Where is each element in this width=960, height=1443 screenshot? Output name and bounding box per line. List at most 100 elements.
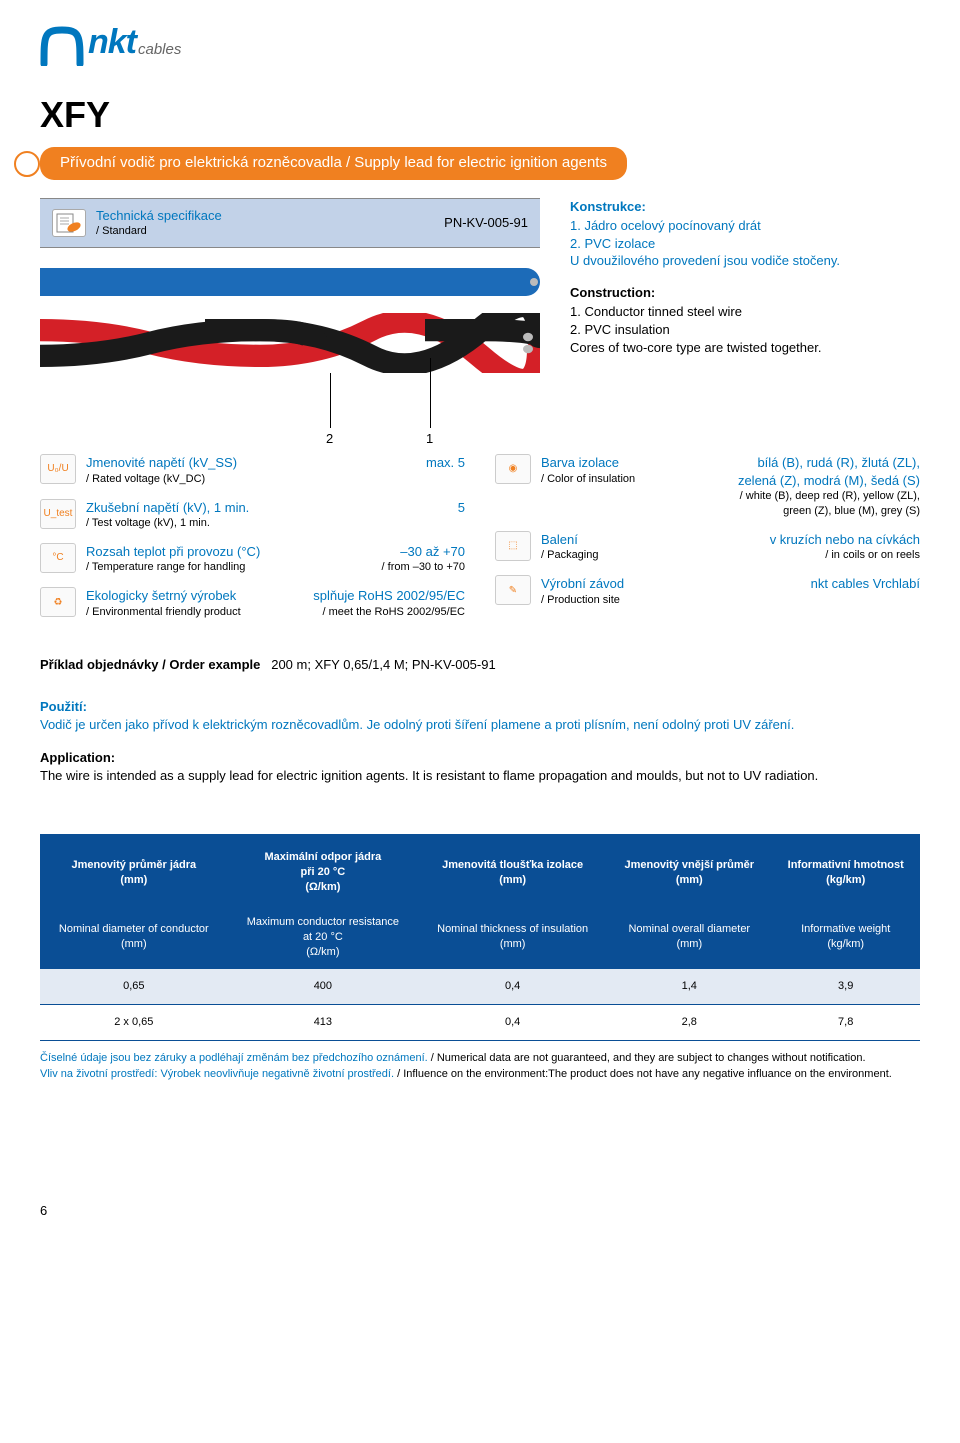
property-label-cz: Jmenovité napětí (kV_SS) [86,454,265,472]
property-row: ◉Barva izolace/ Color of insulationbílá … [495,448,920,525]
document-icon [52,209,86,237]
constr-title-en: Construction: [570,284,920,302]
constr-en-3: Cores of two-core type are twisted toget… [570,339,920,357]
subtitle-pill: Přívodní vodič pro elektrická rozněcovad… [40,147,627,179]
table-header-en: Nominal overall diameter (mm) [607,905,771,970]
usage-text-en: The wire is intended as a supply lead fo… [40,767,920,785]
property-value-cz: splňuje RoHS 2002/95/EC [275,587,465,605]
callout-2: 2 [326,430,333,448]
top-left: Technická specifikace / Standard PN-KV-0… [40,198,540,418]
table-cell: 1,4 [607,969,771,1004]
property-label-en: / Packaging [541,548,720,563]
table-cell: 413 [228,1005,418,1041]
logo: nkt cables [40,20,920,66]
table-header-en: Nominal diameter of conductor (mm) [40,905,228,970]
constr-cz-3: U dvoužilového provedení jsou vodiče sto… [570,252,920,270]
property-row: °C Rozsah teplot při provozu (°C)/ Temper… [40,537,465,581]
table-cell: 0,4 [418,969,607,1004]
spec-label-en: / Standard [96,224,434,239]
table-cell: 2,8 [607,1005,771,1041]
property-row: U_testZkušební napětí (kV), 1 min./ Test… [40,493,465,537]
property-value-en: / white (B), deep red (R), yellow (ZL), … [730,489,920,519]
disclaimer: Číselné údaje jsou bez záruky a podléhaj… [40,1051,920,1082]
spec-code: PN-KV-005-91 [444,214,528,232]
property-value-cz: max. 5 [275,454,465,472]
property-value-en: / from –30 to +70 [275,560,465,575]
constr-en-1: 1. Conductor tinned steel wire [570,303,920,321]
constr-en-2: 2. PVC insulation [570,321,920,339]
property-label: Balení/ Packaging [541,531,720,563]
wire-blue [40,268,540,296]
logo-icon [40,26,84,66]
logo-sub: cables [138,40,181,60]
discl-1-en: / Numerical data are not guaranteed, and… [428,1052,866,1064]
table-row: 0,654000,41,43,9 [40,969,920,1004]
data-table: Jmenovitý průměr jádra (mm)Maximální odp… [40,834,920,1041]
usage-title-cz: Použití: [40,698,920,716]
property-value-cz: nkt cables Vrchlabí [730,575,920,593]
property-icon: ✎ [495,575,531,605]
constr-cz-1: 1. Jádro ocelový pocínovaný drát [570,217,920,235]
property-label-cz: Výrobní závod [541,575,720,593]
usage-title-en: Application: [40,749,920,767]
property-value: –30 až +70/ from –30 to +70 [275,543,465,575]
order-value: 200 m; XFY 0,65/1,4 M; PN-KV-005-91 [271,657,496,672]
property-icon: °C [40,543,76,573]
property-icon: U₀/U [40,454,76,484]
property-row: ♻ Ekologicky šetrný výrobek/ Environmenta… [40,581,465,625]
table-row: 2 x 0,654130,42,87,8 [40,1005,920,1041]
property-value: splňuje RoHS 2002/95/EC/ meet the RoHS 2… [275,587,465,619]
twisted-pair [40,313,540,373]
page-title: XFY [40,91,920,140]
property-value: bílá (B), rudá (R), žlutá (ZL), zelená (… [730,454,920,519]
table-cell: 0,65 [40,969,228,1004]
property-label-en: / Temperature range for handling [86,560,265,575]
table-header-cz: Jmenovitá tloušťka izolace (mm) [418,834,607,905]
table-header-cz: Jmenovitý vnější průměr (mm) [607,834,771,905]
property-label-cz: Rozsah teplot při provozu (°C) [86,543,265,561]
discl-2-en: / Influence on the environment:The produ… [394,1068,892,1080]
props-left-column: U₀/U Jmenovité napětí (kV_SS)/ Rated volt… [40,448,465,626]
property-value: v kruzích nebo na cívkách/ in coils or o… [730,531,920,563]
constr-cz-2: 2. PVC izolace [570,235,920,253]
property-value-cz: bílá (B), rudá (R), žlutá (ZL), zelená (… [730,454,920,489]
table-header-cz: Informativní hmotnost (kg/km) [771,834,920,905]
property-icon: ♻ [40,587,76,617]
property-label-cz: Ekologicky šetrný výrobek [86,587,265,605]
table-header-en: Maximum conductor resistance at 20 °C (Ω… [228,905,418,970]
table-cell: 400 [228,969,418,1004]
property-row: ✎Výrobní závod/ Production sitenkt cable… [495,569,920,613]
property-label: Jmenovité napětí (kV_SS)/ Rated voltage … [86,454,265,486]
usage-text-cz: Vodič je určen jako přívod k elektrickým… [40,716,920,734]
spec-bar: Technická specifikace / Standard PN-KV-0… [40,198,540,248]
property-label: Barva izolace/ Color of insulation [541,454,720,486]
property-icon: ⬚ [495,531,531,561]
property-value-cz: 5 [275,499,465,517]
logo-brand: nkt [88,20,136,66]
spec-labels: Technická specifikace / Standard [96,207,434,239]
properties-grid: U₀/U Jmenovité napětí (kV_SS)/ Rated volt… [40,448,920,626]
discl-2-cz: Vliv na životní prostředí: Výrobek neovl… [40,1068,394,1080]
usage-cz: Použití: Vodič je určen jako přívod k el… [40,698,920,733]
property-value: max. 5 [275,454,465,472]
cable-illustration: 2 1 [40,258,540,418]
discl-1-cz: Číselné údaje jsou bez záruky a podléhaj… [40,1052,428,1064]
property-label: Rozsah teplot při provozu (°C)/ Temperat… [86,543,265,575]
property-label-cz: Balení [541,531,720,549]
table-header-cz: Jmenovitý průměr jádra (mm) [40,834,228,905]
property-label-en: / Environmental friendly product [86,605,265,620]
property-value: 5 [275,499,465,517]
property-row: ⬚ Balení/ Packaging v kruzích nebo na cívk… [495,525,920,569]
property-value-en: / meet the RoHS 2002/95/EC [275,605,465,620]
props-right-column: ◉Barva izolace/ Color of insulationbílá … [495,448,920,626]
property-label-en: / Rated voltage (kV_DC) [86,472,265,487]
spec-label-cz: Technická specifikace [96,207,434,225]
callout-1: 1 [426,430,433,448]
page-number: 6 [40,1202,920,1220]
property-value-en: / in coils or on reels [730,548,920,563]
callout-line-1 [430,358,431,428]
table-cell: 7,8 [771,1005,920,1041]
table-header-en: Nominal thickness of insulation (mm) [418,905,607,970]
property-value: nkt cables Vrchlabí [730,575,920,593]
property-row: U₀/U Jmenovité napětí (kV_SS)/ Rated volt… [40,448,465,492]
